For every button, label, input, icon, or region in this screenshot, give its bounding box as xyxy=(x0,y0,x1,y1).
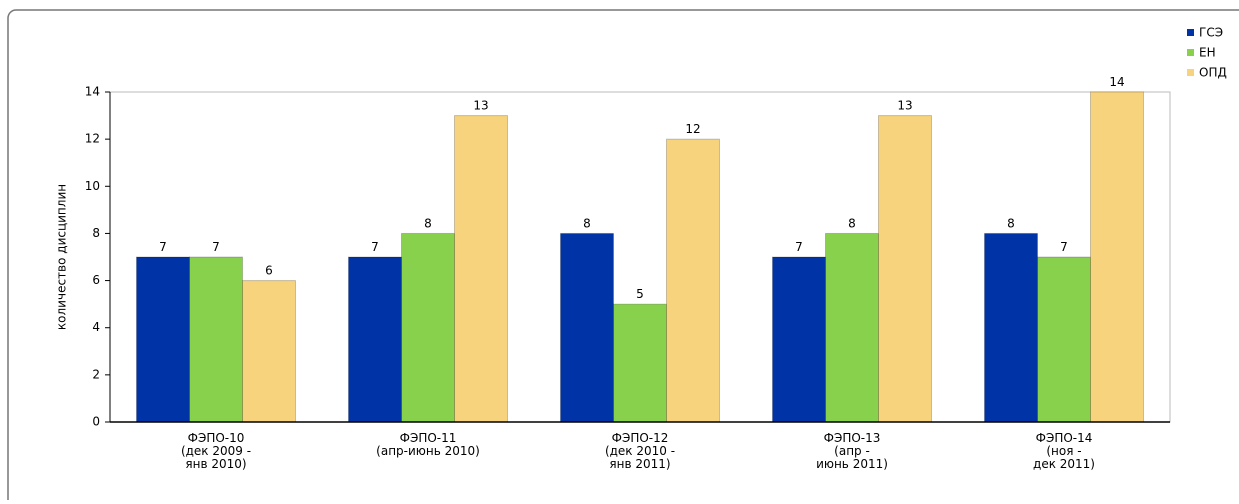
bar xyxy=(666,138,720,423)
x-tick-label: ФЭПО-14 (ноя -дек 2011) xyxy=(1033,431,1095,471)
y-tick-label: 12 xyxy=(85,132,100,146)
bar xyxy=(348,256,402,423)
legend-swatch xyxy=(1187,29,1194,36)
bar xyxy=(825,232,879,423)
y-tick-label: 10 xyxy=(85,179,100,193)
bar xyxy=(454,115,508,423)
chart-frame xyxy=(7,9,1239,504)
value-label: 14 xyxy=(1109,75,1124,89)
legend-label: ЕН xyxy=(1199,46,1216,60)
value-label: 8 xyxy=(424,216,432,230)
legend-label: ОПД xyxy=(1199,66,1227,80)
bar xyxy=(984,232,1038,423)
value-label: 8 xyxy=(583,216,591,230)
y-tick-label: 4 xyxy=(92,320,100,334)
value-label: 13 xyxy=(473,99,488,113)
legend-swatch xyxy=(1187,69,1194,76)
bar xyxy=(560,232,614,423)
bar xyxy=(878,115,932,423)
value-label: 12 xyxy=(685,122,700,136)
legend-swatch xyxy=(1187,49,1194,56)
value-label: 7 xyxy=(1060,240,1068,254)
y-tick-label: 14 xyxy=(85,85,100,99)
bar xyxy=(613,303,667,423)
legend-label: ГСЭ xyxy=(1199,26,1223,40)
bar xyxy=(772,256,826,423)
value-label: 5 xyxy=(636,287,644,301)
y-tick-label: 0 xyxy=(92,415,100,429)
bar xyxy=(242,280,296,423)
x-tick-label: ФЭПО-12 (дек 2010 -янв 2011) xyxy=(605,431,675,471)
y-tick-label: 2 xyxy=(92,367,100,381)
y-axis-label: количество дисциплин xyxy=(55,184,69,330)
value-label: 7 xyxy=(795,240,803,254)
x-tick-label: ФЭПО-10 (дек 2009 -янв 2010) xyxy=(181,431,251,471)
value-label: 7 xyxy=(159,240,167,254)
bar xyxy=(1090,91,1144,423)
bar xyxy=(136,256,190,423)
bar xyxy=(1037,256,1091,423)
value-label: 8 xyxy=(848,216,856,230)
value-label: 6 xyxy=(265,264,273,278)
value-label: 8 xyxy=(1007,216,1015,230)
x-tick-label: ФЭПО-11 (апр-июнь 2010) xyxy=(376,431,480,458)
y-tick-label: 6 xyxy=(92,273,100,287)
value-label: 13 xyxy=(897,99,912,113)
value-label: 7 xyxy=(371,240,379,254)
y-tick-label: 8 xyxy=(92,226,100,240)
value-label: 7 xyxy=(212,240,220,254)
x-tick-label: ФЭПО-13 (апр -июнь 2011) xyxy=(816,431,888,471)
bar xyxy=(401,232,455,423)
bar xyxy=(189,256,243,423)
